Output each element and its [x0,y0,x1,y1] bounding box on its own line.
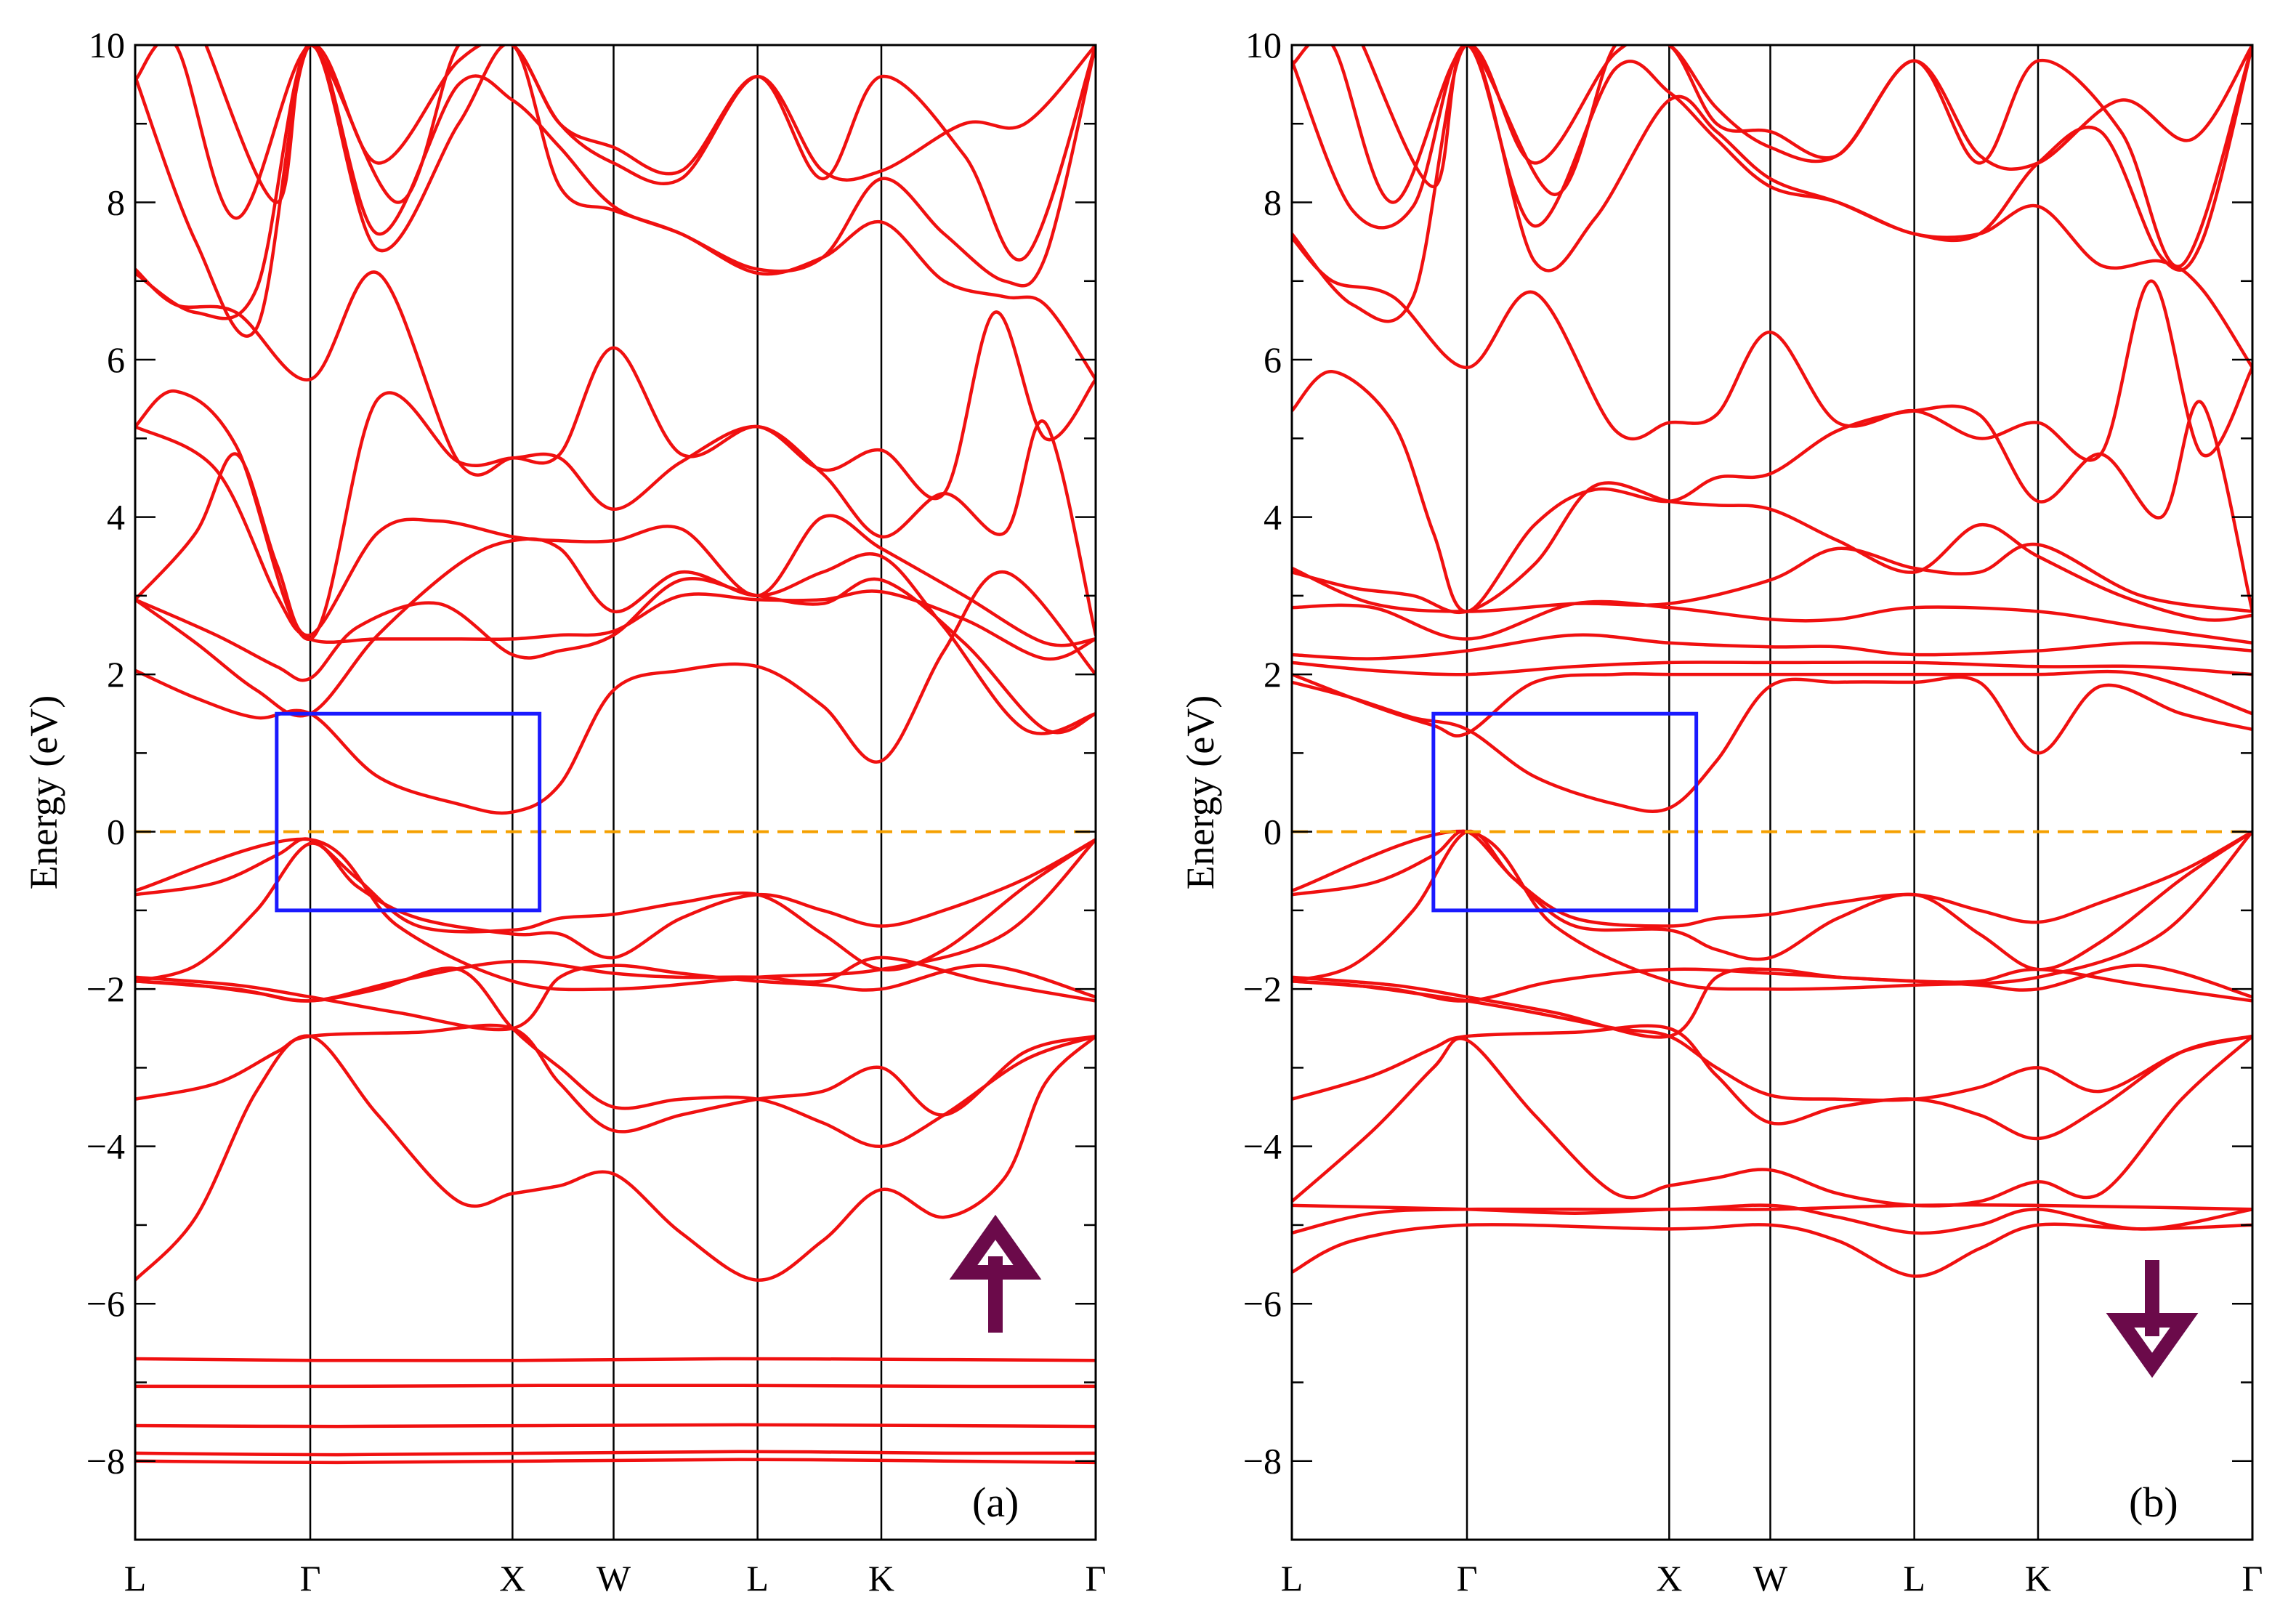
y-tick-label: 2 [107,654,125,695]
band-line-band-22 [135,45,1096,338]
y-tick-label: 0 [1264,812,1282,852]
band-line-band-20 [1292,235,2252,462]
arrow-up-icon [949,1214,1042,1333]
panel-label: (a) [972,1479,1019,1526]
band-line-band-05 [1292,1024,2252,1141]
band-line-band-16 [1292,599,2252,645]
y-tick-label: −6 [86,1283,125,1324]
band-line-band-09 [135,838,1096,983]
highlight-box [275,711,542,913]
plot-frame [134,44,1097,1541]
k-point-label: L [1281,1558,1303,1599]
band-line-band-21 [1292,45,2252,370]
band-line-band-07 [1292,829,2252,983]
band-line-band-13 [135,837,1096,992]
highlight-box [1431,711,1699,913]
k-point-label: X [1656,1558,1682,1599]
k-point-label: Γ [1086,1558,1107,1599]
k-point-label: Γ [2242,1558,2263,1599]
k-point-label: Γ [1457,1558,1478,1599]
bands [1292,45,2252,1278]
y-tick-label: −4 [1243,1126,1282,1167]
k-point-label: L [124,1558,147,1599]
band-line-band-14 [135,570,1096,815]
bands [135,45,1096,1465]
band-line-band-06 [1292,979,2252,1102]
band-line-band-23 [1292,45,2252,269]
band-line-band-10 [1292,963,2252,1039]
k-point-label: L [1903,1558,1925,1599]
band-line-band-23 [135,45,1096,262]
y-tick-label: 6 [1264,339,1282,380]
spin-down-panel: −8 −6 −4 −2 0 2 4 6 8 10 L Γ X W L K Γ Energy (eV) (b) [1179,25,2263,1599]
band-line-band-15 [1292,633,2252,660]
plot-frame [1290,44,2254,1541]
y-tick-label: −2 [86,969,125,1009]
y-tick-label: −6 [1243,1283,1282,1324]
band-line-band-01 [1292,1222,2252,1278]
k-point-label: Γ [300,1558,321,1599]
panel-label: (b) [2129,1479,2178,1526]
band-line-band-12 [1292,675,2252,814]
y-axis-label: Energy (eV) [22,695,65,889]
band-line-band-03 [1292,1203,2252,1215]
k-point-label: K [868,1558,894,1599]
k-point-label: L [746,1558,769,1599]
arrow-down-icon [2106,1260,2199,1378]
band-line-band-12 [135,963,1096,1032]
band-line-band-01 [135,1458,1096,1465]
band-line-band-19 [135,389,1096,641]
y-tick-label: 6 [107,339,125,380]
y-tick-label: 8 [107,182,125,223]
k-point-label: W [597,1558,631,1599]
band-line-band-16 [135,577,1096,735]
band-line-band-07 [135,1023,1096,1134]
y-tick-label: −4 [86,1126,125,1167]
band-line-band-22 [1292,45,2252,272]
y-axis-label: Energy (eV) [1179,695,1222,889]
band-line-band-02 [135,1450,1096,1457]
band-line-band-04 [1292,1034,2252,1208]
band-line-band-21 [135,45,1096,381]
k-point-label: K [2025,1558,2051,1599]
y-tick-label: 8 [1264,182,1282,223]
band-line-band-20 [135,267,1096,501]
k-point-label: W [1753,1558,1788,1599]
band-line-band-17 [135,424,1096,661]
y-tick-label: −8 [1243,1441,1282,1482]
band-line-band-08 [1292,829,2252,971]
band-line-band-14 [1292,660,2252,676]
band-line-band-11 [135,956,1096,1003]
band-line-band-06 [135,1034,1096,1282]
y-tick-label: −8 [86,1441,125,1482]
band-line-band-03 [135,1423,1096,1429]
y-tick-label: 10 [89,25,125,65]
y-tick-label: −2 [1243,969,1282,1009]
band-line-band-11 [1292,829,2252,991]
band-line-band-19 [1292,370,2252,613]
y-tick-label: 2 [1264,654,1282,695]
spin-up-panel: −8 −6 −4 −2 0 2 4 6 8 10 L Γ X W L K Γ Energy (eV) (a) [22,25,1106,1599]
band-line-band-05 [135,1357,1096,1362]
y-tick-label: 4 [1264,497,1282,538]
y-tick-label: 10 [1245,25,1282,65]
y-tick-label: 0 [107,812,125,852]
y-tick-label: 4 [107,497,125,538]
band-line-band-24 [1361,45,2252,196]
band-line-band-18 [1292,481,2252,622]
k-point-label: X [499,1558,525,1599]
